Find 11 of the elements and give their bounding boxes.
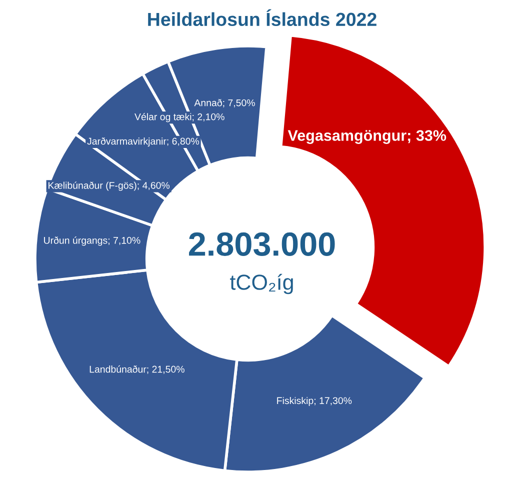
slice-label: Kælibúnaður (F-gös); 4,60% <box>48 182 170 191</box>
slice-label: Urðun úrgangs; 7,10% <box>44 236 140 246</box>
slice-label: Vegasamgöngur; 33% <box>288 130 446 144</box>
slice-label: Landbúnaður; 21,50% <box>90 365 184 374</box>
chart-title: Heildarlosun Íslands 2022 <box>148 9 376 26</box>
slice-label: Fiskiskip; 17,30% <box>277 396 352 406</box>
slice-label: Vélar og tæki; 2,10% <box>134 112 224 122</box>
slice-label: Annað; 7,50% <box>194 98 255 108</box>
slice-label: Jarðvarmavirkjanir; 6,80% <box>87 137 200 147</box>
text: tCO₂íg <box>230 274 293 294</box>
text: 2.803.000 <box>189 232 335 256</box>
